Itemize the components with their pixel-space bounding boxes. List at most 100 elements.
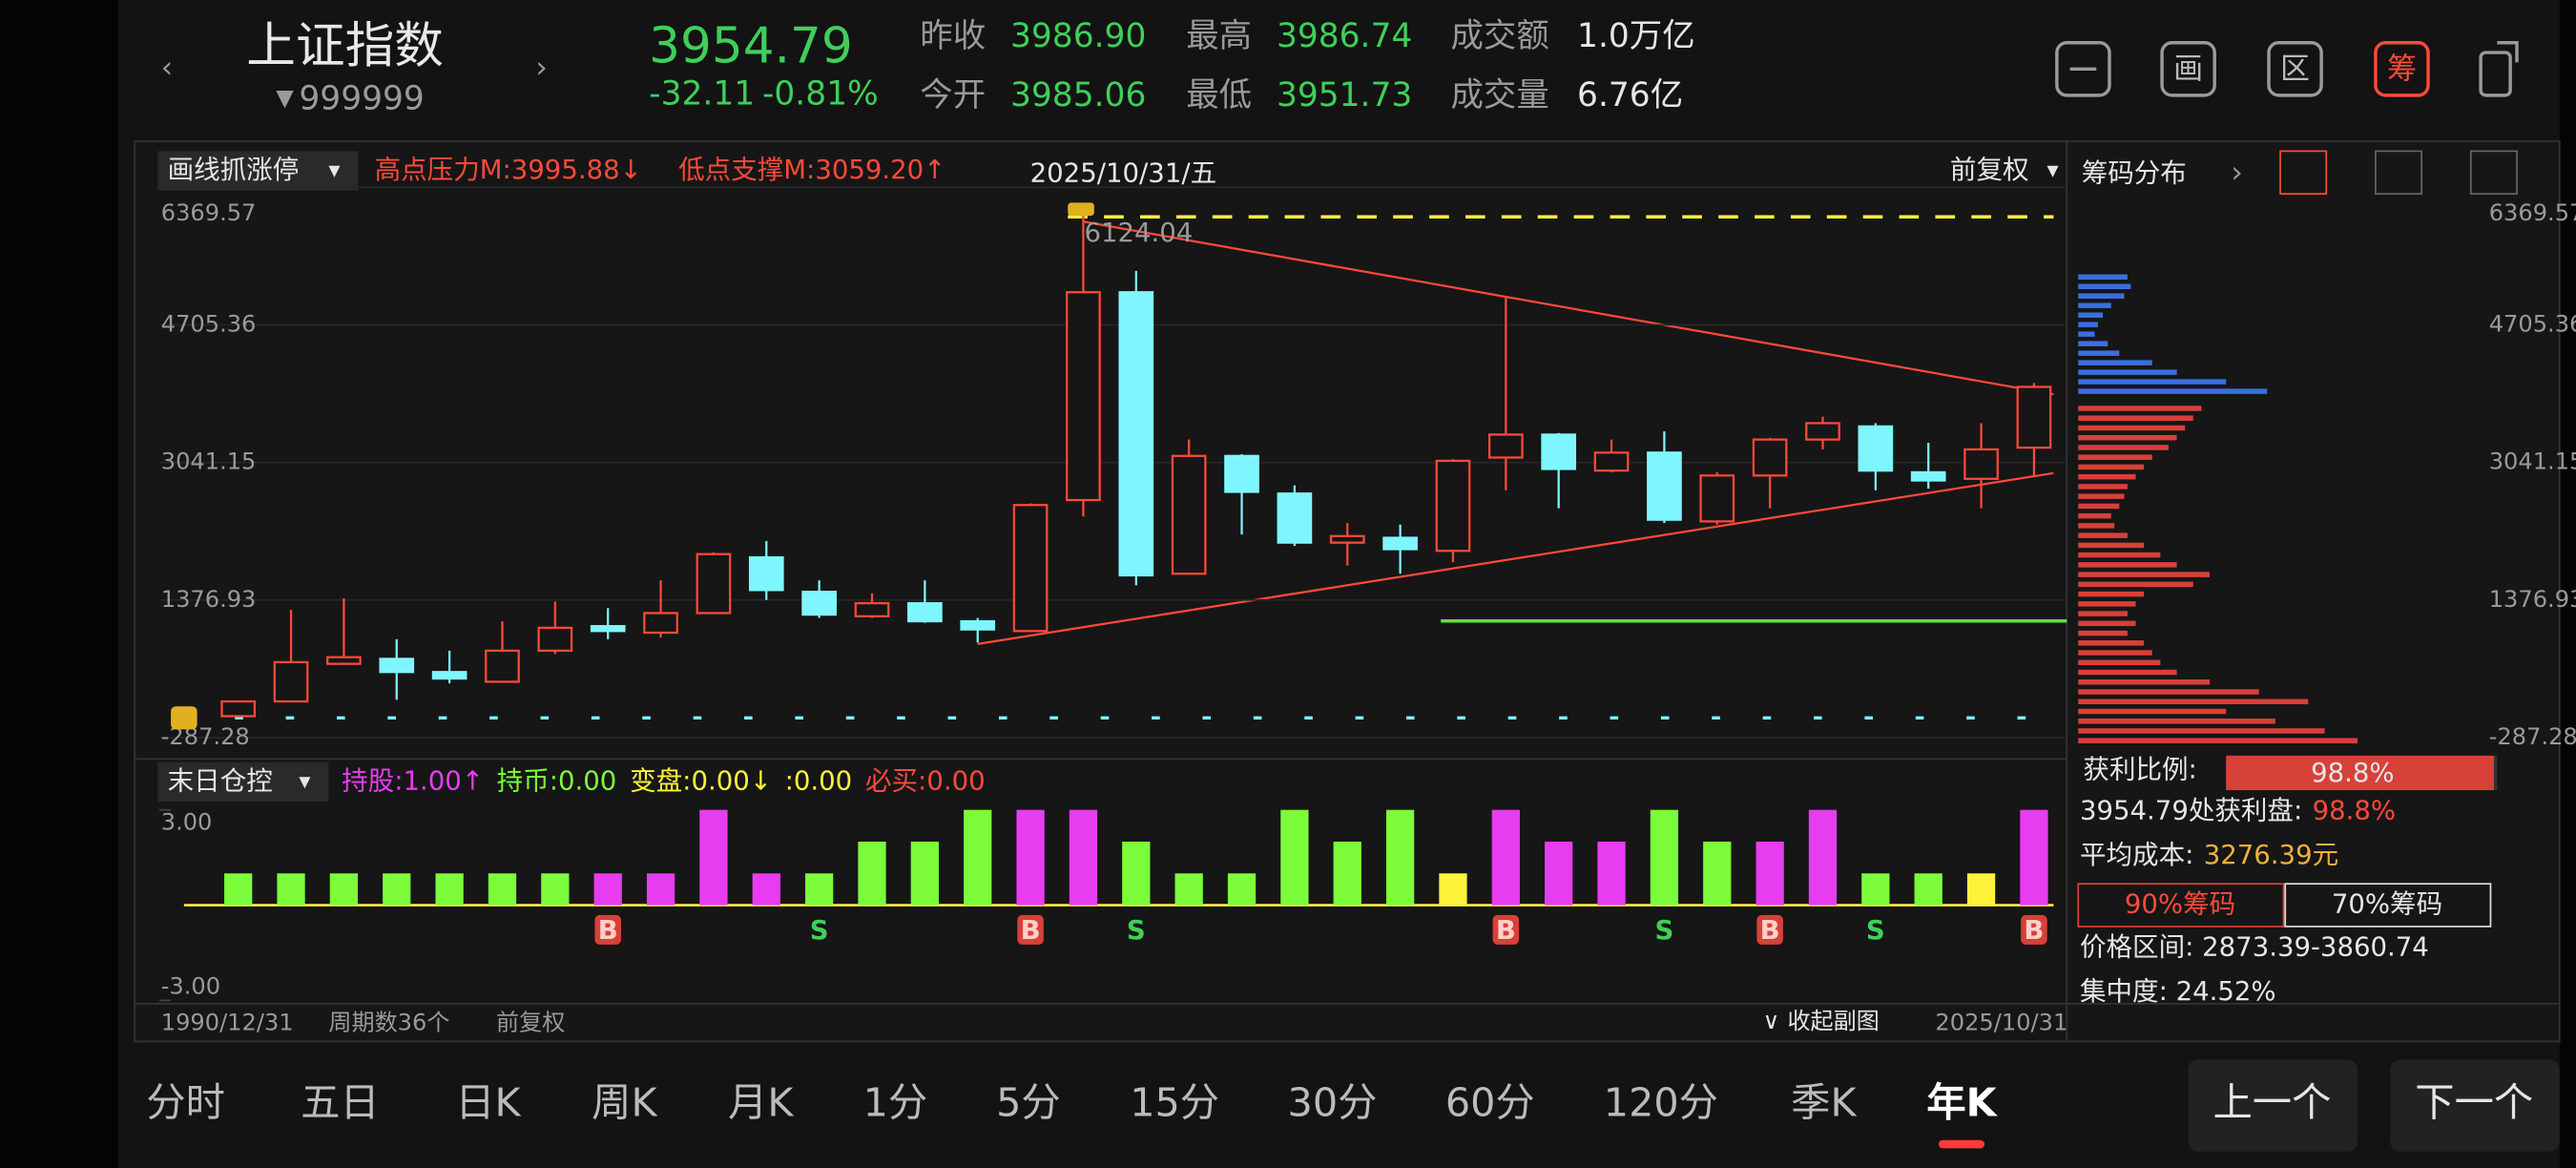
candle-body (1066, 291, 1101, 502)
candle-body (1435, 459, 1471, 553)
icon-draw[interactable] (2160, 41, 2216, 97)
indicator-bar (1545, 841, 1573, 906)
stat-value: 1.0万亿 (1577, 17, 1695, 55)
chip-bar (2078, 728, 2325, 734)
chip-bar (2078, 523, 2115, 529)
candle-body (1593, 451, 1630, 472)
indicator-bar (1122, 841, 1151, 906)
legend-entry: 变盘:0.00↓ (630, 765, 772, 796)
draw-button[interactable] (157, 151, 359, 191)
chip-bar (2078, 591, 2145, 597)
indicator-bar (435, 873, 464, 906)
next-label[interactable]: 下一个 (2415, 1080, 2533, 1126)
indicator-bar (2020, 809, 2048, 906)
chip-bar (2078, 484, 2128, 490)
stock-name: 上证指数 (246, 18, 444, 75)
tab[interactable]: 分时 (146, 1080, 225, 1126)
high-marker (1068, 202, 1094, 217)
btn90-label[interactable]: 90%筹码 (2125, 889, 2235, 920)
collapse[interactable]: 收起副图 (1787, 1008, 1879, 1034)
candle-body (431, 671, 467, 680)
candle-body (273, 660, 309, 703)
chip-icon[interactable] (2279, 150, 2328, 195)
y-tick-label-right: 3041.15 (2489, 448, 2576, 475)
icon-minus[interactable] (2055, 41, 2111, 97)
legend-entry: 持股:1.00↑ (342, 765, 484, 796)
indicator-button[interactable] (157, 761, 329, 803)
candle-body (748, 555, 784, 592)
chip-bar (2078, 274, 2128, 281)
prev-button[interactable] (2188, 1059, 2358, 1152)
adjust[interactable]: 前复权 (1950, 155, 2029, 185)
chip-bar (2078, 434, 2177, 441)
indicator-title[interactable]: 末日仓控 (168, 765, 273, 796)
indicator-bar (646, 873, 675, 906)
y-tick-label: 1376.93 (161, 586, 257, 613)
tab[interactable]: 周K (592, 1080, 657, 1126)
draw-label[interactable]: 画线抓涨停 (168, 155, 300, 185)
tab[interactable]: 5分 (996, 1080, 1061, 1126)
tab[interactable]: 30分 (1288, 1080, 1378, 1126)
stat-value: 6.76亿 (1577, 76, 1683, 115)
collapse-arrow[interactable]: ∨ (1763, 1008, 1780, 1034)
chips-title: 筹码分布 (2082, 157, 2187, 188)
high-annotation: 6124.04 (1084, 218, 1193, 248)
dropdown: ▾ (328, 156, 341, 183)
candle-body (1012, 504, 1049, 633)
icon-chips[interactable] (2374, 41, 2430, 97)
indicator-bar (329, 873, 359, 906)
signal: B (1021, 915, 1041, 946)
tab[interactable]: 1分 (863, 1080, 928, 1126)
candle-body (696, 553, 732, 615)
chip-bar (2078, 331, 2095, 337)
chip-bar (2078, 689, 2259, 695)
tab[interactable]: 季K (1791, 1080, 1857, 1126)
stat-label: 最高 (1186, 17, 1252, 55)
icon-area[interactable] (2267, 41, 2323, 97)
indicator-bar (1966, 873, 1996, 906)
profit-bar (2226, 755, 2494, 791)
tab[interactable]: 月K (728, 1080, 794, 1126)
y-tick-label-right: -287.28 (2489, 723, 2576, 750)
indicator-bar (1016, 809, 1045, 906)
chip-icon[interactable] (2375, 150, 2422, 195)
btn70-label[interactable]: 70%筹码 (2332, 889, 2442, 920)
next-button[interactable] (2390, 1059, 2560, 1152)
chip-bar (2078, 322, 2098, 327)
indicator-bar (383, 873, 411, 906)
tab[interactable]: 15分 (1130, 1080, 1219, 1126)
chip-bar (2078, 630, 2128, 636)
candle-body (1118, 291, 1154, 577)
btn70[interactable] (2284, 883, 2492, 928)
tab[interactable]: 年K (1926, 1080, 1998, 1126)
indicator-bar (1755, 841, 1784, 906)
stat-value: 3986.90 (1010, 17, 1146, 55)
prev-label[interactable]: 上一个 (2212, 1080, 2331, 1126)
tab[interactable]: 五日 (301, 1080, 380, 1126)
chip-bar (2078, 493, 2125, 499)
stat-value: 3985.06 (1010, 76, 1146, 115)
chip-bar (2078, 369, 2177, 375)
chip-bar (2078, 562, 2177, 568)
chip-bar (2078, 312, 2104, 318)
next-arrow[interactable]: › (535, 51, 547, 85)
tab[interactable]: 日K (455, 1080, 521, 1126)
chips-arrow[interactable]: › (2231, 156, 2242, 190)
tab[interactable]: 120分 (1604, 1080, 1718, 1126)
icon-switch[interactable] (2479, 51, 2512, 97)
icons (2055, 41, 2519, 97)
chip-icon[interactable] (2469, 150, 2518, 195)
prev-arrow[interactable]: ‹ (161, 51, 173, 85)
tab[interactable]: 60分 (1445, 1080, 1535, 1126)
legend-entry: 持币:0.00 (497, 765, 617, 796)
btn90[interactable] (2077, 883, 2285, 928)
chip-value: 98.8% (2313, 795, 2396, 825)
footer-start: 1990/12/31 (161, 1010, 294, 1036)
chip-bar (2078, 659, 2161, 666)
trend-upper (1084, 220, 2054, 396)
candle-body (220, 699, 257, 718)
chip-bar (2078, 293, 2125, 299)
footer-adjust: 前复权 (496, 1010, 565, 1036)
